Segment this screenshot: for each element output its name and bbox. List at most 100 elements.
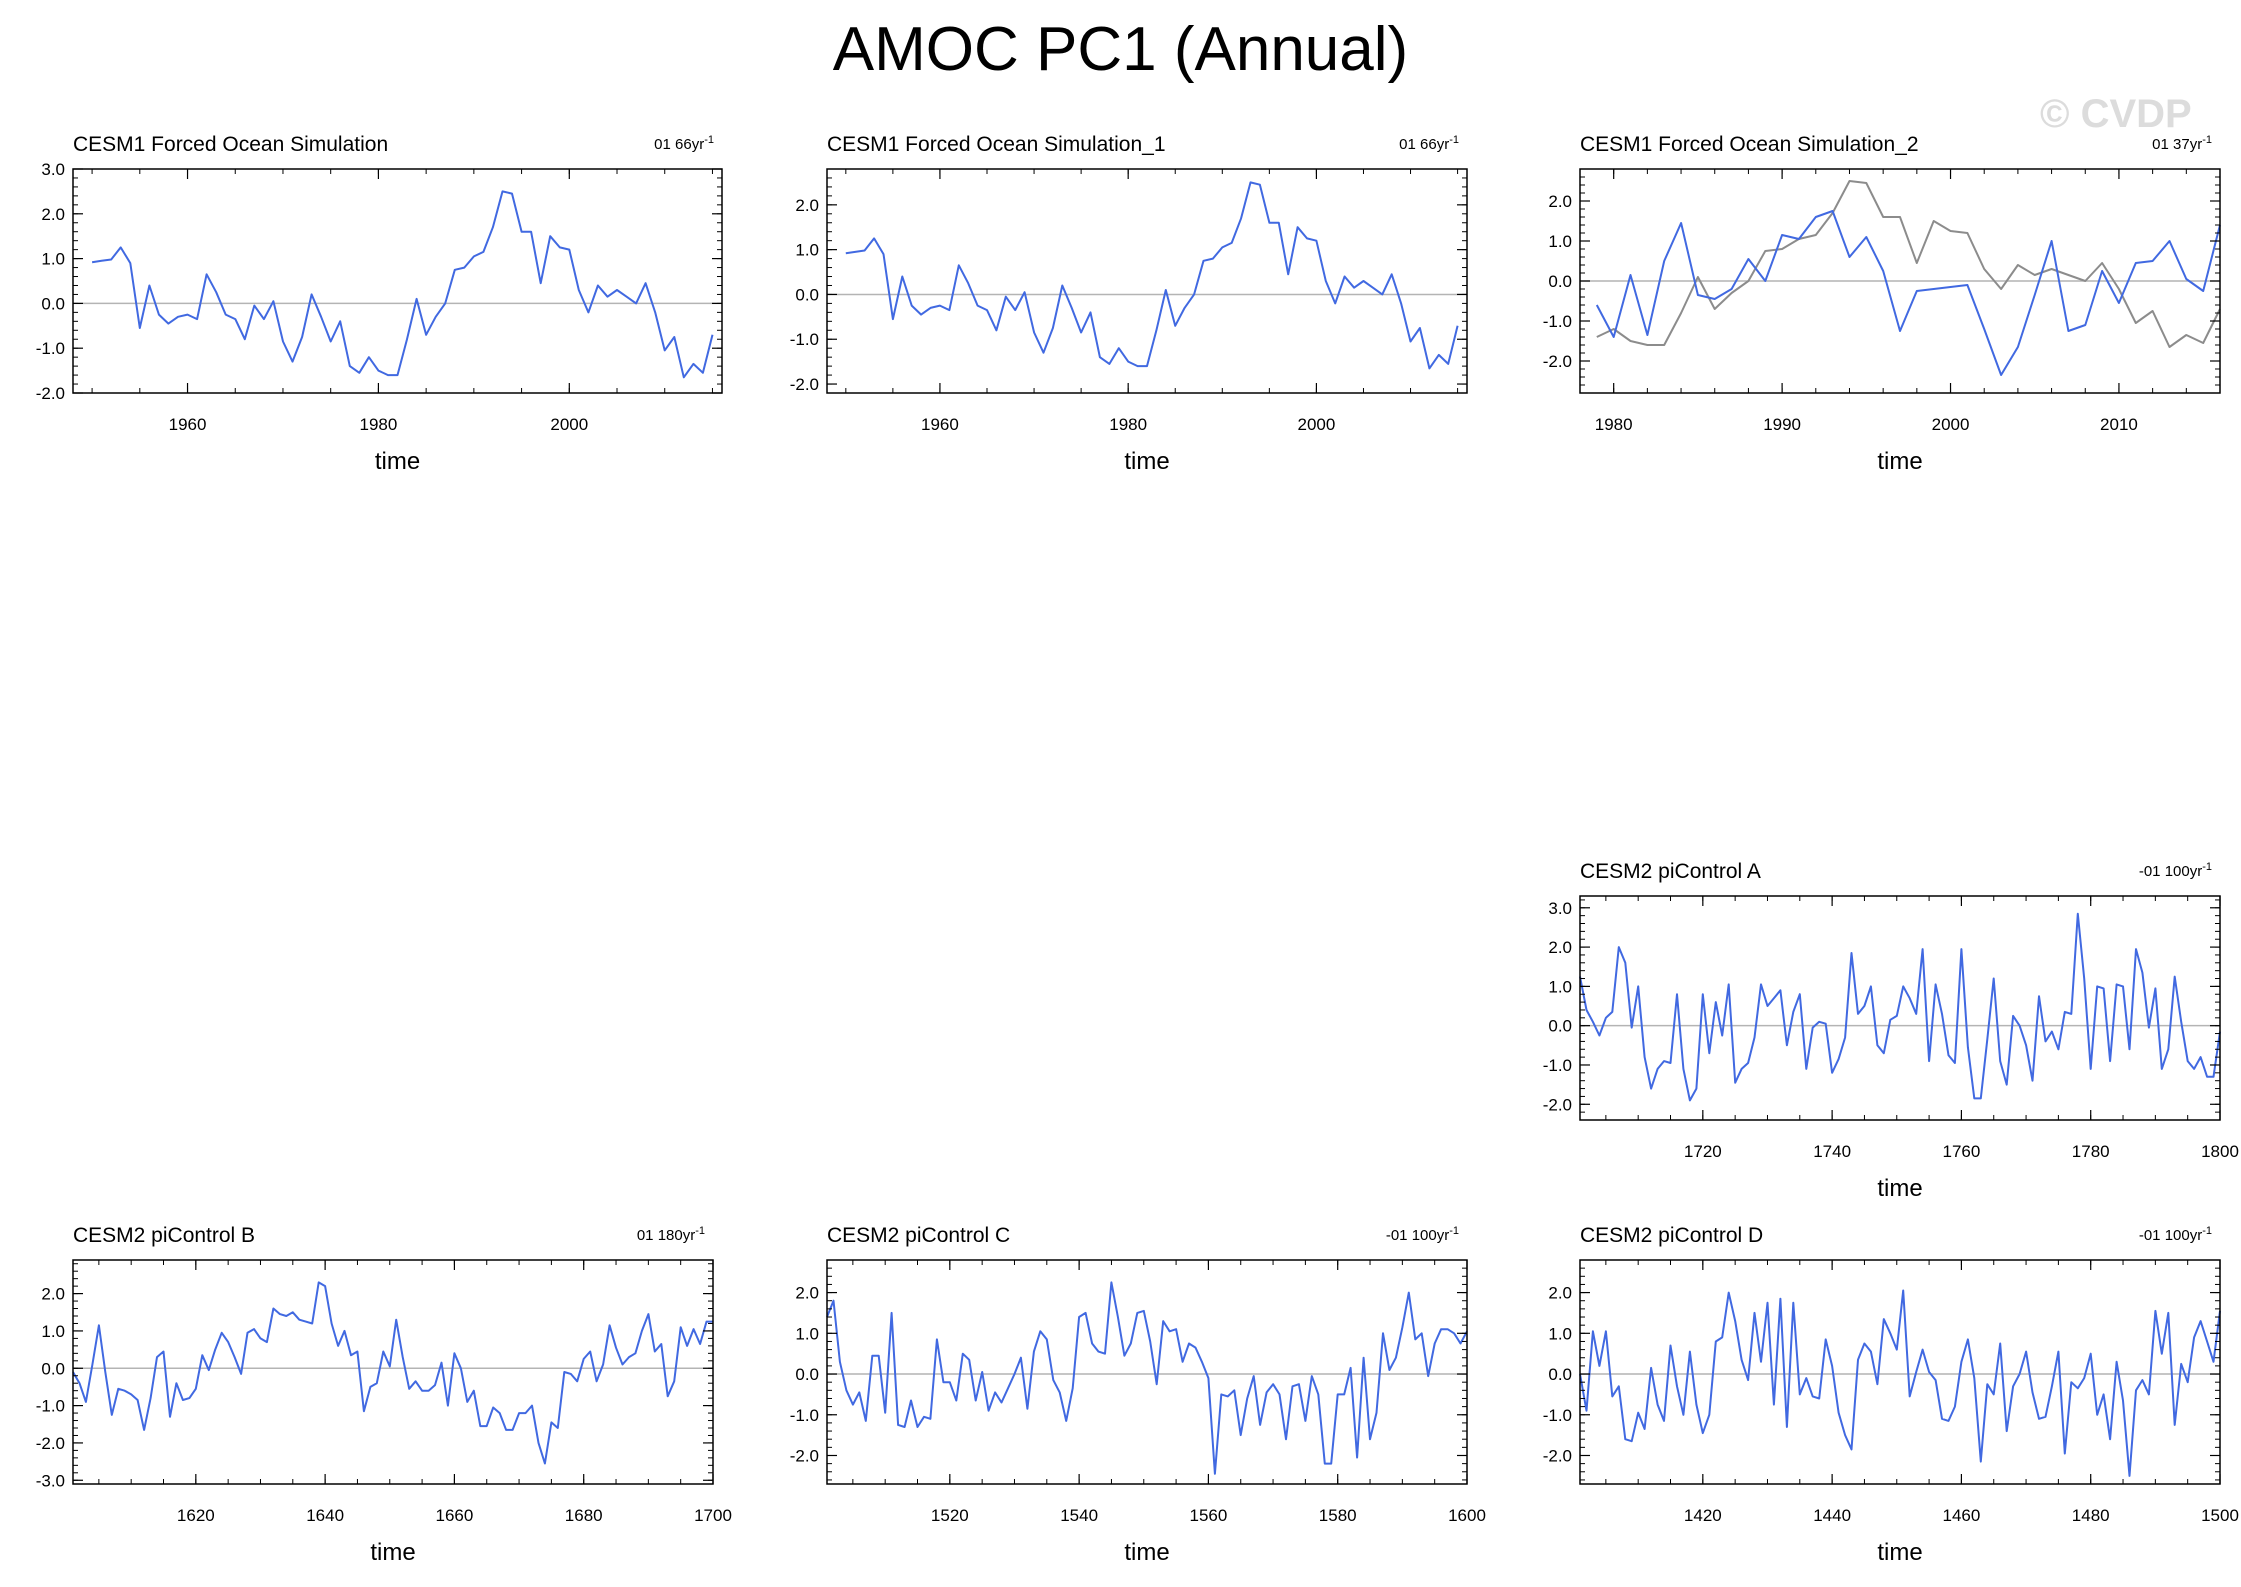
series-line: [1579, 1289, 2221, 1477]
x-tick-label: 1700: [694, 1506, 732, 1525]
x-tick-label: 1960: [169, 415, 207, 434]
y-tick-label: 1.0: [795, 1324, 819, 1343]
y-tick-label: 0.0: [795, 285, 819, 304]
y-tick-label: 0.0: [1548, 272, 1572, 291]
x-axis-label: time: [1124, 448, 1169, 475]
x-tick-label: 2000: [1297, 415, 1335, 434]
plot-frame: [826, 1259, 1468, 1485]
watermark: © CVDP: [2040, 92, 2192, 136]
y-tick-label: 2.0: [1548, 192, 1572, 211]
series-line: [72, 1281, 713, 1465]
x-axis-label: time: [1877, 1539, 1922, 1566]
y-tick-label: 0.0: [795, 1365, 819, 1384]
x-axis-label: time: [1877, 1175, 1922, 1202]
observations-line: [1596, 180, 2221, 348]
x-tick-label: 1760: [1943, 1142, 1981, 1161]
main-title: AMOC PC1 (Annual): [832, 15, 1409, 84]
panel-title: CESM2 piControl C: [827, 1224, 1010, 1247]
x-tick-label: 2000: [550, 415, 588, 434]
plot-frame: [1579, 168, 2221, 394]
plot-frame: [72, 1259, 714, 1485]
y-tick-label: -2.0: [790, 375, 819, 394]
plot-frame: [826, 168, 1468, 394]
y-tick-label: 0.0: [41, 1359, 65, 1378]
y-tick-label: -1.0: [36, 339, 65, 358]
x-tick-label: 1460: [1943, 1506, 1981, 1525]
y-tick-label: -2.0: [1543, 352, 1572, 371]
panel-title: CESM1 Forced Ocean Simulation: [73, 133, 388, 156]
trend-label: 01 66yr-1: [1399, 134, 1459, 153]
x-tick-label: 1740: [1813, 1142, 1851, 1161]
x-tick-label: 1420: [1684, 1506, 1722, 1525]
x-tick-label: 1580: [1319, 1506, 1357, 1525]
plot-frame: [72, 168, 723, 394]
x-tick-label: 1720: [1684, 1142, 1722, 1161]
x-tick-label: 1980: [359, 415, 397, 434]
trend-label: 01 66yr-1: [654, 134, 714, 153]
y-tick-label: 2.0: [41, 1285, 65, 1304]
y-tick-label: -1.0: [1543, 312, 1572, 331]
series-line: [1595, 210, 2221, 376]
y-tick-label: 2.0: [795, 1284, 819, 1303]
y-tick-label: 1.0: [41, 250, 65, 269]
x-tick-label: 1780: [2072, 1142, 2110, 1161]
y-tick-label: 0.0: [1548, 1017, 1572, 1036]
y-tick-label: 1.0: [795, 241, 819, 260]
series-line: [826, 1281, 1468, 1475]
y-tick-label: 2.0: [795, 196, 819, 215]
trend-label: 01 180yr-1: [637, 1225, 705, 1244]
x-axis-label: time: [1877, 448, 1922, 475]
x-tick-label: 2000: [1932, 415, 1970, 434]
x-tick-label: 1500: [2201, 1506, 2239, 1525]
panel-title: CESM2 piControl A: [1580, 860, 1761, 883]
x-tick-label: 1540: [1060, 1506, 1098, 1525]
x-tick-label: 1560: [1190, 1506, 1228, 1525]
y-tick-label: -2.0: [790, 1446, 819, 1465]
panel-title: CESM2 piControl B: [73, 1224, 255, 1247]
x-tick-label: 1600: [1448, 1506, 1486, 1525]
series-line: [91, 190, 714, 379]
y-tick-label: -1.0: [36, 1397, 65, 1416]
plot-frame: [1579, 1259, 2221, 1485]
x-tick-label: 1520: [931, 1506, 969, 1525]
panel-title: CESM1 Forced Ocean Simulation_1: [827, 133, 1166, 156]
x-tick-label: 1990: [1763, 415, 1801, 434]
panel-title: CESM2 piControl D: [1580, 1224, 1763, 1247]
trend-label: -01 100yr-1: [2139, 861, 2212, 880]
y-tick-label: 2.0: [1548, 938, 1572, 957]
y-tick-label: 0.0: [1548, 1365, 1572, 1384]
y-tick-label: 1.0: [1548, 232, 1572, 251]
y-tick-label: -2.0: [36, 1434, 65, 1453]
y-tick-label: 1.0: [1548, 1324, 1572, 1343]
trend-label: -01 100yr-1: [1386, 1225, 1459, 1244]
x-tick-label: 1680: [565, 1506, 603, 1525]
plot-frame: [1579, 895, 2221, 1121]
trend-label: -01 100yr-1: [2139, 1225, 2212, 1244]
x-tick-label: 1480: [2072, 1506, 2110, 1525]
x-tick-label: 1620: [177, 1506, 215, 1525]
y-tick-label: -1.0: [1543, 1406, 1572, 1425]
panel-title: CESM1 Forced Ocean Simulation_2: [1580, 133, 1919, 156]
x-tick-label: 1640: [306, 1506, 344, 1525]
y-tick-label: 3.0: [41, 160, 65, 179]
x-axis-label: time: [370, 1539, 415, 1566]
x-axis-label: time: [1124, 1539, 1169, 1566]
y-tick-label: 1.0: [41, 1322, 65, 1341]
x-tick-label: 1440: [1813, 1506, 1851, 1525]
y-tick-label: 2.0: [1548, 1284, 1572, 1303]
series-line: [1579, 912, 2221, 1102]
x-tick-label: 1980: [1109, 415, 1147, 434]
y-tick-label: -2.0: [1543, 1095, 1572, 1114]
x-tick-label: 2010: [2100, 415, 2138, 434]
y-tick-label: 3.0: [1548, 899, 1572, 918]
y-tick-label: 1.0: [1548, 977, 1572, 996]
y-tick-label: -1.0: [790, 1406, 819, 1425]
x-tick-label: 1800: [2201, 1142, 2239, 1161]
